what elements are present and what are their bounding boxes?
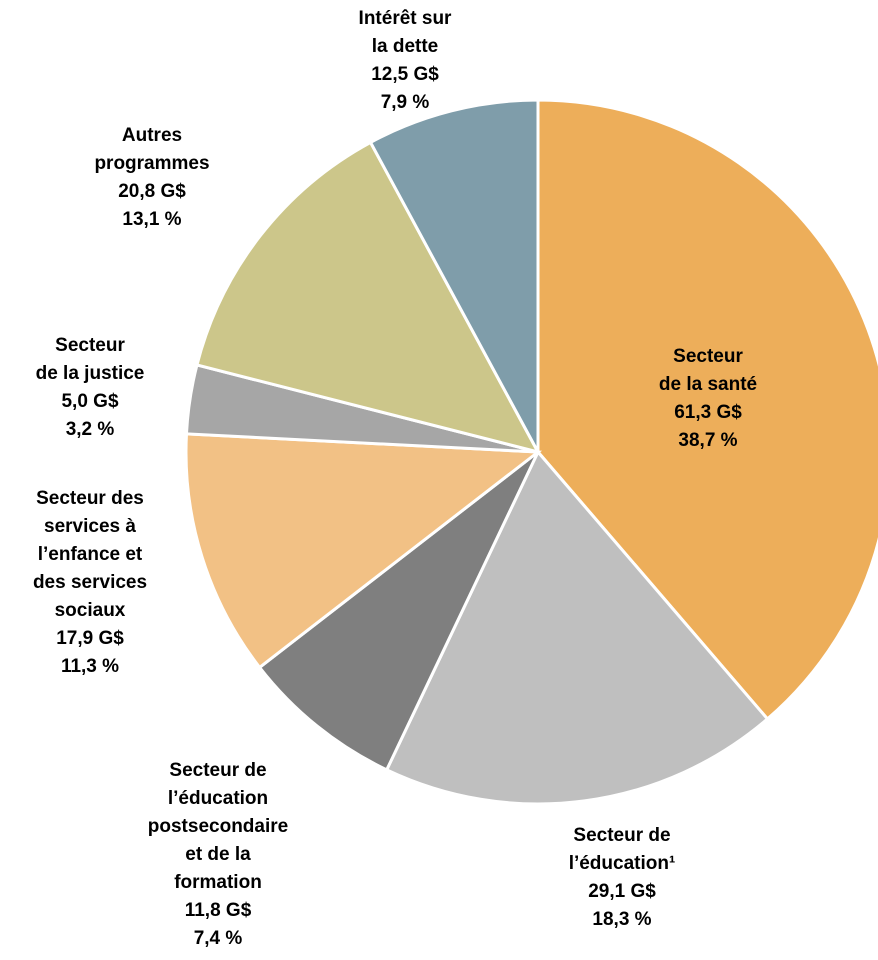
- pie-slice: [257, 450, 540, 772]
- category-name: Intérêt sur la dette: [358, 8, 452, 57]
- percentage-label: 38,7 %: [678, 430, 738, 451]
- slice-label: Intérêt sur la dette 12,5 G$ 7,9 %: [359, 5, 452, 117]
- slice-label: Autres programmes 20,8 G$ 13,1 %: [94, 122, 209, 234]
- pie-slice: [184, 432, 543, 670]
- category-name: Secteur des services à l’enfance et des …: [32, 488, 148, 621]
- percentage-label: 3,2 %: [65, 419, 115, 440]
- value-label: 61,3 G$: [674, 402, 742, 423]
- percentage-label: 7,4 %: [193, 928, 243, 949]
- slice-label: Secteur de l’éducation¹ 29,1 G$ 18,3 %: [569, 822, 676, 934]
- category-name: Secteur de la santé: [658, 346, 758, 395]
- slice-label: Secteur de la justice 5,0 G$ 3,2 %: [36, 332, 145, 444]
- pie-slice: [368, 98, 540, 453]
- value-label: 29,1 G$: [588, 881, 656, 902]
- category-name: Secteur de l’éducation¹: [568, 825, 676, 874]
- value-label: 20,8 G$: [118, 181, 186, 202]
- pie-slice: [195, 140, 541, 455]
- percentage-label: 11,3 %: [60, 656, 120, 677]
- value-label: 17,9 G$: [56, 628, 124, 649]
- pie-slice: [384, 449, 770, 806]
- percentage-label: 7,9 %: [380, 92, 430, 113]
- slice-label: Secteur de l’éducation postsecondaire et…: [148, 757, 288, 953]
- category-name: Autres programmes: [94, 125, 210, 174]
- slice-label: Secteur de la santé 61,3 G$ 38,7 %: [659, 343, 757, 455]
- percentage-label: 18,3 %: [592, 909, 652, 930]
- value-label: 12,5 G$: [371, 64, 439, 85]
- category-name: Secteur de l’éducation postsecondaire et…: [147, 760, 289, 893]
- slice-label: Secteur des services à l’enfance et des …: [33, 485, 147, 681]
- value-label: 5,0 G$: [61, 391, 119, 412]
- value-label: 11,8 G$: [184, 900, 252, 921]
- pie-slice: [536, 98, 878, 722]
- category-name: Secteur de la justice: [35, 335, 145, 384]
- percentage-label: 13,1 %: [122, 209, 182, 230]
